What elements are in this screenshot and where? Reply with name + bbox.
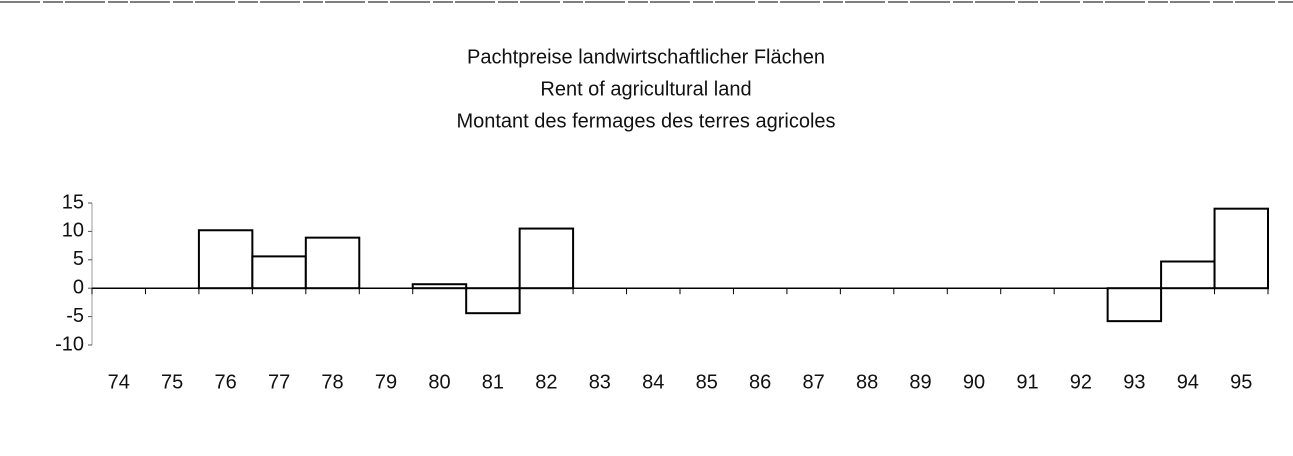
x-tick-label: 91	[1016, 371, 1038, 393]
x-tick-label: 87	[803, 371, 825, 393]
y-tick-label: -5	[66, 305, 84, 327]
chart-title: Montant des fermages des terres agricole…	[456, 110, 835, 132]
chart-title: Pachtpreise landwirtschaftlicher Flächen	[467, 46, 825, 68]
x-tick-label: 79	[375, 371, 397, 393]
x-tick-label: 95	[1230, 371, 1252, 393]
x-tick-label: 84	[642, 371, 664, 393]
bar	[197, 229, 254, 290]
x-tick-label: 78	[321, 371, 343, 393]
x-tick-label: 75	[161, 371, 183, 393]
y-tick-label: 10	[62, 220, 84, 242]
bar	[465, 287, 521, 315]
bar	[304, 236, 361, 290]
x-tick-label: 85	[696, 371, 718, 393]
bar	[1213, 207, 1269, 290]
chart-title: Rent of agricultural land	[540, 78, 751, 100]
y-tick-label: -10	[55, 333, 84, 355]
x-tick-label: 80	[428, 371, 450, 393]
x-tick-label: 74	[108, 371, 130, 393]
x-tick-label: 82	[535, 371, 557, 393]
x-tick-label: 86	[749, 371, 771, 393]
x-tick-label: 93	[1123, 371, 1145, 393]
bar	[518, 227, 575, 290]
x-tick-label: 94	[1177, 371, 1199, 393]
y-tick-label: 5	[73, 248, 84, 270]
bar	[1160, 260, 1216, 290]
x-tick-label: 81	[482, 371, 504, 393]
x-tick-label: 90	[963, 371, 985, 393]
x-tick-label: 89	[909, 371, 931, 393]
x-tick-label: 76	[215, 371, 237, 393]
y-tick-label: 0	[73, 276, 84, 298]
x-tick-label: 77	[268, 371, 290, 393]
x-tick-label: 83	[589, 371, 611, 393]
x-tick-label: 92	[1070, 371, 1092, 393]
y-tick-label: 15	[62, 191, 84, 213]
bar	[251, 255, 307, 290]
x-tick-label: 88	[856, 371, 878, 393]
bar	[1106, 287, 1163, 323]
